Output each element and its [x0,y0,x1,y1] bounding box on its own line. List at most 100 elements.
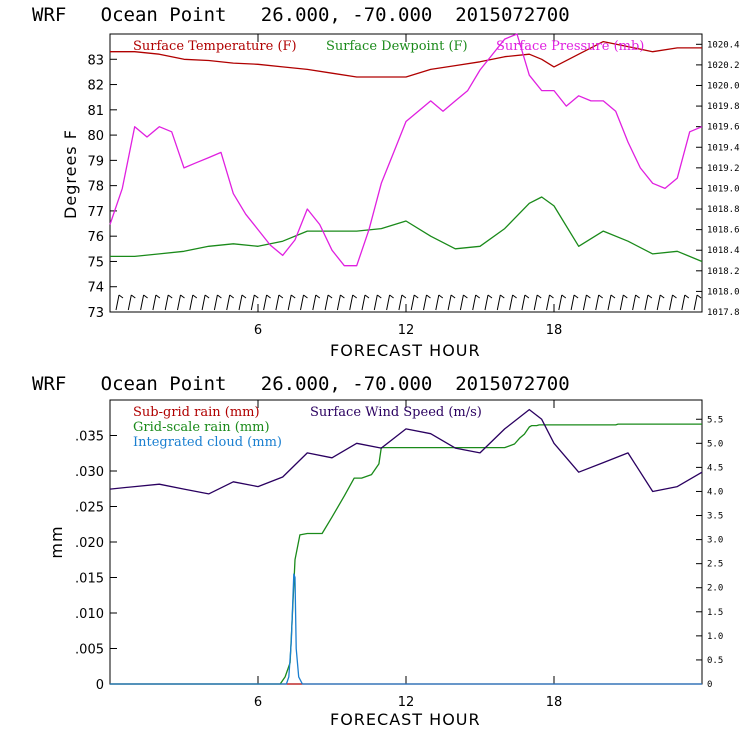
top-right-tick-label: 1018.2 [707,267,740,277]
wind-barb [312,294,321,311]
top-left-axis: 73 74 75 76 77 78 79 80 81 82 83 [87,53,117,321]
top-chart-title: WRF Ocean Point 26.000, -70.000 20150727… [32,4,570,26]
bottom-left-tick-label: .010 [75,607,104,622]
wind-barb [373,294,382,311]
series-line-integrated-cloud-mm [110,573,702,685]
legend-surface-wind-speed: Surface Wind Speed (m/s) [310,405,482,420]
wind-barb [558,294,567,311]
top-left-tick-label: 75 [87,255,104,270]
legend-surface-temperature: Surface Temperature (F) [133,39,297,54]
bottom-x-tick-label: 6 [254,695,262,710]
bottom-left-tick-label: .015 [75,572,104,587]
wind-barb [336,294,345,311]
wind-barb [275,294,284,311]
wind-barb [324,294,333,311]
top-right-tick-label: 1019.4 [707,143,740,153]
wind-barb [472,294,480,311]
wind-barb [656,294,665,311]
bottom-right-tick-label: 2.0 [707,584,723,594]
top-left-tick-label: 76 [87,230,104,245]
wind-barb [447,294,456,311]
wind-barb [693,294,702,311]
series-line-surface-pressure-mb [109,33,703,267]
top-right-tick-label: 1017.8 [707,308,740,318]
wind-barb [570,294,579,311]
bottom-right-tick-label: 3.0 [707,536,723,546]
wind-barb [632,294,640,311]
top-x-tick-label: 12 [398,323,415,338]
bottom-right-tick-label: 4.5 [707,463,723,473]
top-right-tick-label: 1019.6 [707,123,740,133]
bottom-right-tick-label: 3.5 [707,512,723,522]
series-line-grid-scale-rain-mm [110,423,702,685]
bottom-left-tick-label: .025 [75,501,104,516]
bottom-left-tick-label: 0 [96,678,104,693]
wind-barb [681,294,690,311]
wind-barb [226,294,234,311]
wind-barb [152,294,161,311]
legend-surface-pressure: Surface Pressure (mb) [496,39,644,54]
wind-barb [115,294,124,311]
bottom-right-axis: 0 0.5 1.0 1.5 2.0 2.5 3.0 3.5 4.0 4.5 5.0 5.5 [696,415,723,690]
wind-barb [287,294,296,311]
wind-barb [459,294,468,311]
wind-barb [189,294,198,311]
bottom-chart: WRF Ocean Point 26.000, -70.000 20150727… [32,373,723,729]
wind-barb [496,294,505,311]
wind-barb [435,294,444,311]
legend-surface-dewpoint: Surface Dewpoint (F) [326,39,468,54]
top-left-tick-label: 77 [87,205,104,220]
top-right-tick-label: 1019.0 [707,184,740,194]
bottom-left-tick-label: .005 [75,643,104,658]
bottom-series-group [109,408,703,685]
wind-barb [595,294,603,311]
legend-sub-grid-rain: Sub-grid rain (mm) [133,405,260,420]
wind-barb [521,294,530,311]
series-line-surface-temperature-f [110,40,702,78]
wind-barb [509,294,517,311]
top-left-tick-label: 79 [87,154,104,169]
top-right-tick-label: 1018.6 [707,226,740,236]
legend-grid-scale-rain: Grid-scale rain (mm) [133,420,270,435]
top-series-group [109,33,703,267]
series-line-surface-dewpoint-f [110,196,703,263]
bottom-right-tick-label: 0.5 [707,656,723,666]
wind-barb [607,294,616,311]
top-right-tick-label: 1019.8 [707,102,740,112]
top-x-axis: 6 12 18 [254,34,562,338]
bottom-x-tick-label: 12 [398,695,415,710]
top-x-tick-label: 6 [254,323,262,338]
wind-barb [533,294,542,311]
bottom-right-tick-label: 2.5 [707,560,723,570]
bottom-left-axis: 0 .005 .010 .015 .020 .025 .030 .035 [75,430,117,693]
top-right-tick-label: 1018.0 [707,287,740,297]
wind-barbs [115,294,702,311]
top-right-tick-label: 1020.2 [707,61,740,71]
top-left-tick-label: 83 [87,53,104,68]
top-chart: WRF Ocean Point 26.000, -70.000 20150727… [32,4,740,360]
bottom-x-tick-label: 18 [546,695,563,710]
top-right-tick-label: 1018.8 [707,205,740,215]
bottom-left-tick-label: .035 [75,430,104,445]
top-left-tick-label: 74 [87,281,104,296]
bottom-chart-title: WRF Ocean Point 26.000, -70.000 20150727… [32,373,570,395]
wind-barb [349,294,357,311]
wind-barb [398,294,407,311]
wind-barb [669,294,677,311]
top-right-tick-label: 1020.4 [707,40,740,50]
wind-barb [386,294,394,311]
bottom-right-tick-label: 5.0 [707,439,723,449]
bottom-right-tick-label: 1.0 [707,632,723,642]
wind-barb [177,294,185,311]
wind-barb [263,294,271,311]
top-left-tick-label: 73 [87,306,104,321]
wind-barb [213,294,222,311]
bottom-x-axis: 6 12 18 [254,400,562,710]
wind-barb [484,294,493,311]
top-right-axis: 1017.8 1018.0 1018.2 1018.4 1018.6 1018.8 1019… [696,40,740,318]
top-left-tick-label: 80 [87,129,104,144]
top-right-tick-label: 1020.0 [707,81,740,91]
wind-barb [644,294,653,311]
wind-barb [423,294,431,311]
